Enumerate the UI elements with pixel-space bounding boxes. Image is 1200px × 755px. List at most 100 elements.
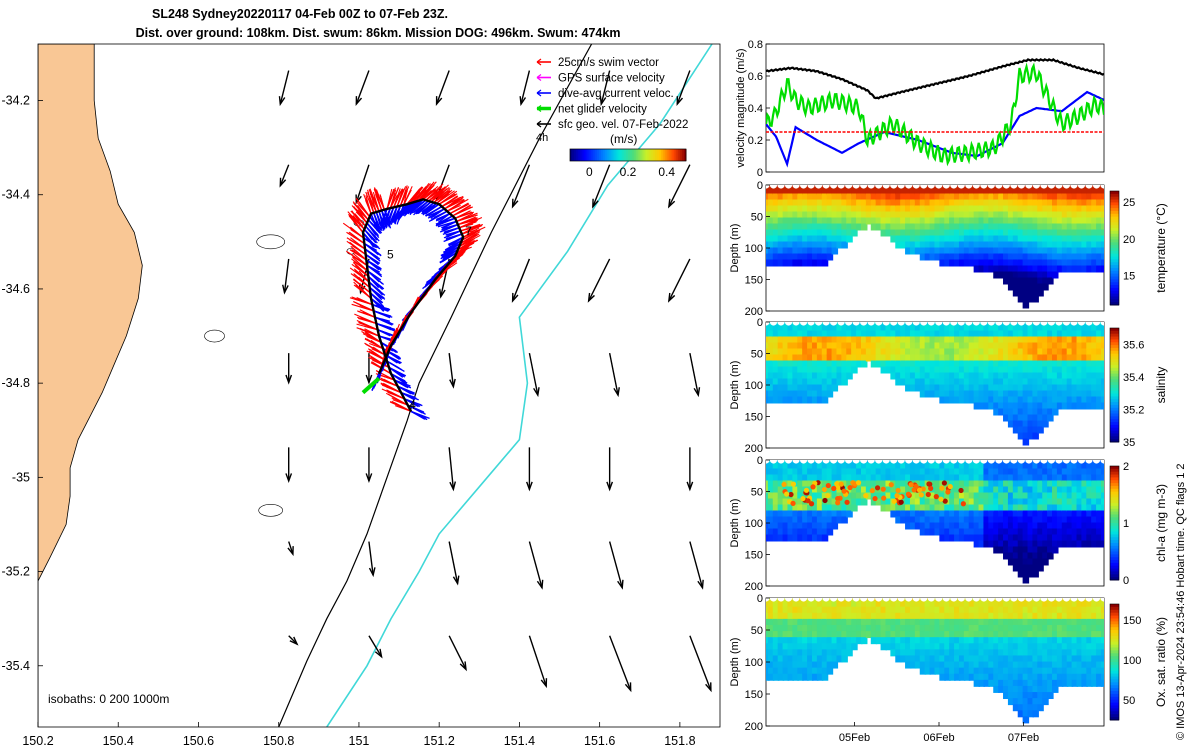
- chl-a-high-sample: [834, 481, 839, 486]
- section-colorbar-segment: [1110, 416, 1119, 419]
- section-colorbar-segment: [1110, 368, 1119, 371]
- surface-scallop: [875, 318, 882, 325]
- chl-a-high-sample: [881, 496, 886, 501]
- surface-scallop: [920, 318, 927, 325]
- surface-scallop: [890, 318, 897, 325]
- section-colorbar-segment: [1110, 560, 1119, 563]
- surface-scallop: [845, 456, 852, 463]
- section-y-tick-label: 50: [751, 349, 763, 361]
- section-colorbar-segment: [1110, 351, 1119, 354]
- section-ylabel: Depth (m): [729, 361, 741, 410]
- section-sample: [832, 385, 839, 392]
- section-colorbar-segment: [1110, 359, 1119, 362]
- section-colorbar-segment: [1110, 345, 1119, 348]
- chl-a-high-sample: [895, 488, 900, 493]
- section-colorbar-segment: [1110, 543, 1119, 546]
- day-label: 5: [387, 247, 394, 261]
- surface-scallop: [800, 181, 807, 188]
- surface-scallop: [1078, 318, 1085, 325]
- section-sample: [851, 505, 858, 512]
- y-tick-label: -34.2: [2, 94, 31, 108]
- surface-scallop: [1018, 456, 1025, 463]
- chl-a-high-sample: [909, 482, 914, 487]
- section-colorbar-segment: [1110, 489, 1119, 492]
- surface-scallop: [958, 181, 965, 188]
- section-colorbar-segment: [1110, 419, 1119, 422]
- section-colorbar-segment: [1110, 191, 1119, 194]
- velocity-y-tick-label: 0.8: [748, 39, 763, 51]
- surface-scallop: [792, 181, 799, 188]
- surface-scallop: [1010, 181, 1017, 188]
- chl-a-high-sample: [906, 492, 911, 497]
- section-y-tick-label: 100: [745, 518, 763, 530]
- surface-scallop: [920, 456, 927, 463]
- section-sample: [846, 649, 853, 656]
- surface-scallop: [943, 181, 950, 188]
- section-colorbar-segment: [1110, 254, 1119, 257]
- chl-a-high-sample: [961, 501, 966, 506]
- section-colorbar-segment: [1110, 540, 1119, 543]
- section-colorbar-segment: [1110, 242, 1119, 245]
- legend-note-4h: 4h: [536, 132, 548, 144]
- section-colorbar-segment: [1110, 483, 1119, 486]
- section-colorbar-segment: [1110, 509, 1119, 512]
- section-colorbar-tick-label: 25: [1123, 197, 1135, 209]
- section-sample: [827, 529, 834, 536]
- section-colorbar-segment: [1110, 271, 1119, 274]
- section-colorbar-segment: [1110, 354, 1119, 357]
- coastal-bay: [259, 504, 283, 516]
- section-colorbar-segment: [1110, 408, 1119, 411]
- legend-label: dive-avg current veloc.: [558, 88, 674, 100]
- section-colorbar-segment: [1110, 357, 1119, 360]
- surface-scallop: [973, 181, 980, 188]
- section-sample: [1023, 302, 1030, 309]
- legend-label: net glider velocity: [558, 104, 647, 116]
- section-sample: [846, 236, 853, 243]
- section-colorbar-segment: [1110, 534, 1119, 537]
- surface-scallop: [958, 318, 965, 325]
- section-y-tick-label: 150: [745, 275, 763, 287]
- surface-scallop: [777, 456, 784, 463]
- section-colorbar-tick-label: 35.6: [1123, 339, 1144, 351]
- surface-scallop: [898, 456, 905, 463]
- section-colorbar-segment: [1110, 394, 1119, 397]
- section-colorbar-segment: [1110, 546, 1119, 549]
- section-colorbar-segment: [1110, 425, 1119, 428]
- section-colorbar-segment: [1110, 396, 1119, 399]
- surface-scallop: [853, 181, 860, 188]
- figure-title-line2: Dist. over ground: 108km. Dist. swum: 86…: [136, 26, 621, 40]
- surface-scallop: [965, 181, 972, 188]
- section-y-tick-label: 50: [751, 212, 763, 224]
- chl-a-high-sample: [894, 493, 899, 498]
- section-colorbar-tick-label: 20: [1123, 234, 1135, 246]
- surface-scallop: [995, 181, 1002, 188]
- surface-scallop: [890, 456, 897, 463]
- section-colorbar-tick-label: 15: [1123, 271, 1135, 283]
- section-colorbar-segment: [1110, 436, 1119, 439]
- section-y-tick-label: 0: [757, 317, 763, 329]
- chl-a-high-sample: [856, 480, 861, 485]
- surface-scallop: [807, 318, 814, 325]
- section-colorbar-segment: [1110, 362, 1119, 365]
- surface-scallop: [822, 318, 829, 325]
- surface-scallop: [928, 318, 935, 325]
- surface-scallop: [1063, 181, 1070, 188]
- section-colorbar-segment: [1110, 231, 1119, 234]
- surface-scallop: [853, 456, 860, 463]
- section-colorbar-tick-label: 35.4: [1123, 372, 1144, 384]
- section-sample: [832, 248, 839, 255]
- section-y-tick-label: 0: [757, 455, 763, 467]
- section-colorbar-segment: [1110, 257, 1119, 260]
- section-sample: [841, 655, 848, 662]
- section-sample: [841, 379, 848, 386]
- chl-a-high-sample: [939, 486, 944, 491]
- surface-scallop: [815, 318, 822, 325]
- surface-scallop: [1085, 456, 1092, 463]
- section-sample: [1032, 433, 1039, 440]
- section-colorbar-segment: [1110, 277, 1119, 280]
- section-colorbar-segment: [1110, 262, 1119, 265]
- legend-label: 25cm/s swim vector: [558, 57, 659, 69]
- section-colorbar-segment: [1110, 288, 1119, 291]
- chl-a-high-sample: [863, 493, 868, 498]
